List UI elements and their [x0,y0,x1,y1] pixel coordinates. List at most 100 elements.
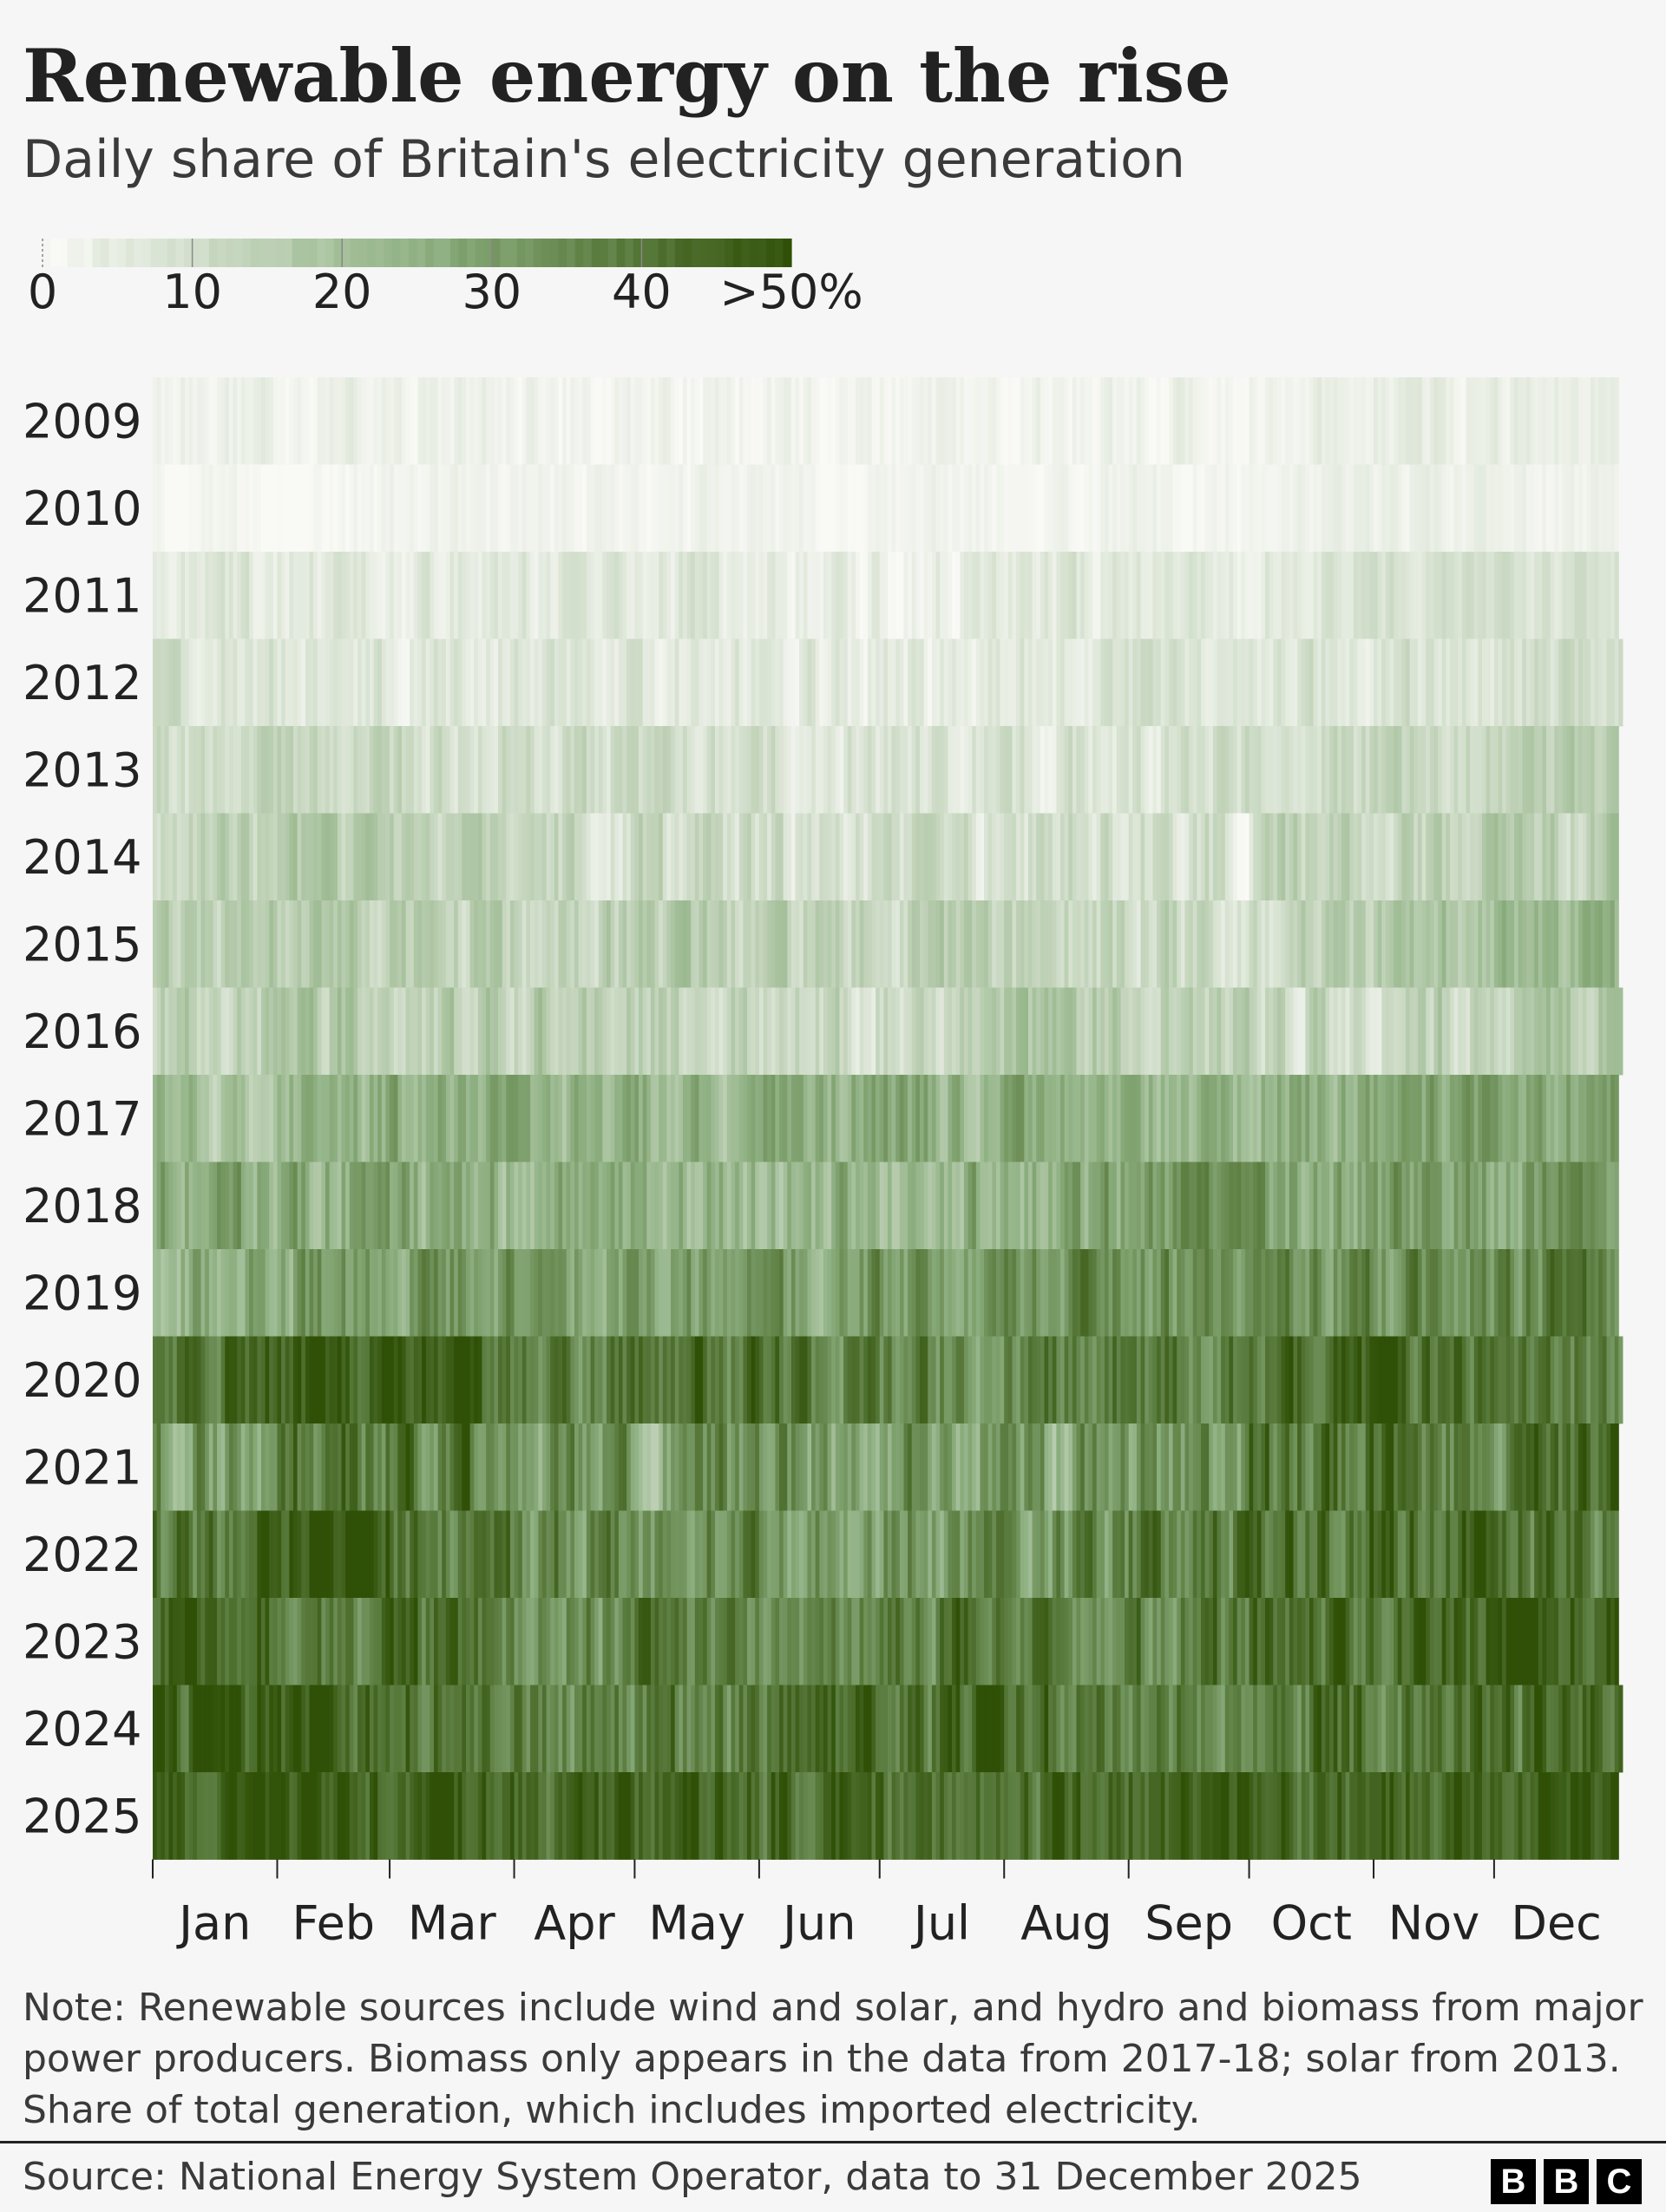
day-cell [682,900,688,988]
day-cell [1168,377,1174,465]
day-cell [329,1510,334,1599]
day-cell [365,377,371,465]
day-cell [570,1249,575,1337]
day-cell [598,377,603,465]
day-cell [365,813,371,901]
day-cell [867,464,872,553]
day-cell [1369,900,1374,988]
day-cell [1510,464,1515,553]
day-cell [1381,1162,1387,1250]
day-cell [1180,377,1185,465]
day-cell [1493,900,1499,988]
day-cell [1128,1249,1133,1337]
day-cell [847,1075,852,1162]
day-cell [489,638,495,727]
day-cell [915,638,921,727]
day-cell [622,1510,627,1599]
day-cell [630,1336,635,1424]
day-cell [1406,377,1411,465]
day-cell [1534,987,1539,1076]
day-cell [546,638,551,727]
day-cell [1413,1162,1419,1250]
day-cell [1558,1075,1564,1162]
day-cell [1096,638,1101,727]
day-cell [1482,377,1487,465]
day-cell [521,813,527,901]
day-cell [1502,900,1507,988]
day-cell [541,377,548,465]
day-cell [1184,900,1190,988]
day-cell [1377,1075,1382,1162]
day-cell [1064,377,1069,465]
day-cell [1297,1162,1302,1250]
day-cell [333,1336,338,1424]
day-cell [253,726,258,814]
day-cell [1614,1249,1619,1337]
day-cell [1385,726,1390,814]
day-cell [168,377,174,465]
day-cell [1486,377,1491,465]
day-cell [498,987,503,1076]
day-cell [373,464,378,553]
day-cell [1482,1336,1487,1424]
day-cell [1145,813,1150,901]
day-cell [642,552,647,639]
day-cell [984,726,989,814]
day-cell [1140,1423,1145,1511]
day-cell [847,464,852,553]
day-cell [168,552,174,639]
day-cell [960,638,965,727]
day-cell [1212,1336,1217,1424]
day-cell [1229,1249,1234,1337]
day-cell [562,638,567,727]
day-cell [1040,726,1045,814]
day-cell [1212,638,1217,727]
day-cell [240,1423,246,1511]
day-cell [1084,900,1089,988]
day-cell [1221,552,1226,639]
day-cell [445,377,450,465]
day-cell [1349,1162,1354,1250]
day-cell [831,987,836,1076]
day-cell [1365,900,1370,988]
day-cell [1590,638,1596,727]
day-cell [554,1510,559,1599]
day-cell [1160,987,1165,1076]
day-cell [1269,1249,1274,1337]
day-cell [586,464,591,553]
day-cell [1466,1423,1471,1511]
day-cell [1341,987,1347,1076]
day-cell [437,464,443,553]
day-cell [437,813,443,901]
day-cell [1502,1423,1507,1511]
day-cell [935,726,941,814]
day-cell [639,377,644,465]
day-cell [1273,377,1278,465]
day-cell [767,1336,772,1424]
day-cell [787,377,792,465]
day-cell [369,900,375,988]
day-cell [867,1423,872,1511]
day-cell [699,900,704,988]
day-cell [1337,1162,1342,1250]
day-cell [558,638,563,727]
day-cell [369,1510,375,1599]
day-cell [671,1075,676,1162]
day-cell [541,552,548,639]
day-cell [787,900,792,988]
day-cell [1265,987,1270,1076]
day-cell [1385,1162,1390,1250]
day-cell [630,638,635,727]
legend-swatch [292,239,301,267]
day-cell [1317,464,1322,553]
day-cell [494,464,499,553]
day-cell [213,638,218,727]
day-cell [1040,377,1045,465]
day-cell [574,1249,580,1337]
day-cell [747,552,752,639]
day-cell [654,552,659,639]
day-cell [915,987,921,1076]
day-cell [550,1336,555,1424]
day-cell [530,813,535,901]
legend-tick-label: 30 [462,265,521,319]
